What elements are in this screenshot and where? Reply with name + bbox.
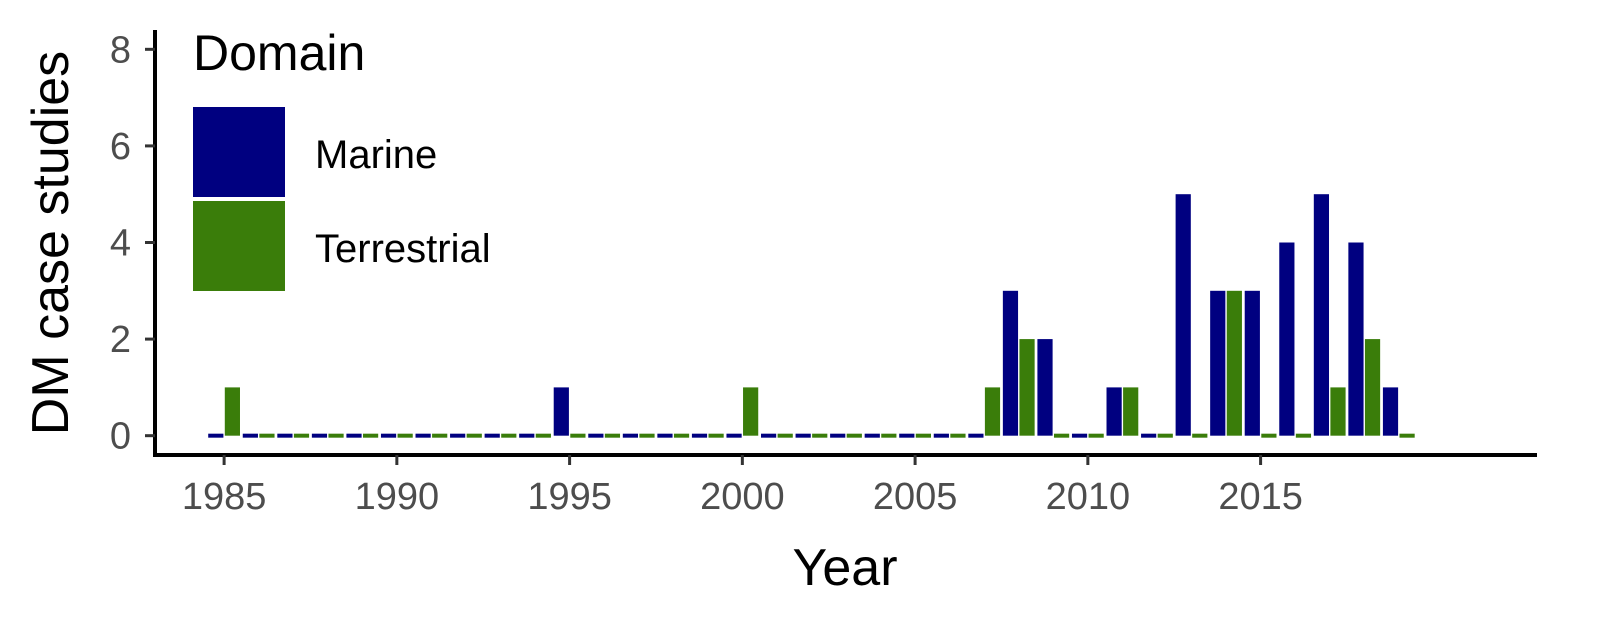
x-tick-label-1990: 1990 (355, 476, 440, 518)
bar-terrestrial-2004 (881, 433, 897, 438)
bar-terrestrial-1999 (708, 433, 724, 438)
x-tick-label-1985: 1985 (182, 476, 267, 518)
bar-marine-2000 (726, 433, 742, 438)
bar-terrestrial-1990 (397, 433, 413, 438)
x-tick-label-2015: 2015 (1218, 476, 1303, 518)
bar-marine-1993 (484, 433, 500, 438)
bar-marine-2004 (864, 433, 880, 438)
bar-terrestrial-2007 (984, 387, 1001, 436)
ticks-layer: 1985 1990 1995 2000 2005 2010 2015 0 2 4 6 8 (110, 29, 1303, 518)
bar-marine-1992 (450, 433, 466, 438)
bar-marine-2002 (795, 433, 811, 438)
bar-marine-1999 (691, 433, 708, 438)
bar-terrestrial-1985 (224, 387, 240, 436)
bar-terrestrial-1991 (432, 433, 448, 438)
bar-marine-2015 (1244, 290, 1260, 436)
y-tick-label-4: 4 (110, 223, 131, 265)
legend-label-terrestrial: Terrestrial (315, 227, 491, 271)
bar-terrestrial-2012 (1157, 433, 1173, 438)
bar-terrestrial-2019 (1399, 433, 1415, 438)
legend-key-marine (193, 107, 285, 197)
bar-terrestrial-2002 (812, 433, 828, 438)
x-tick-label-1995: 1995 (527, 476, 612, 518)
bar-marine-2013 (1175, 194, 1191, 436)
bar-marine-1998 (657, 433, 673, 438)
legend-key-terrestrial (193, 201, 285, 291)
bar-marine-2016 (1279, 242, 1295, 436)
bar-marine-2019 (1382, 387, 1399, 436)
bar-marine-2012 (1141, 433, 1157, 438)
bar-marine-2018 (1348, 242, 1364, 436)
bar-marine-2005 (899, 433, 915, 438)
bar-marine-2014 (1210, 290, 1226, 436)
bar-marine-1994 (519, 433, 535, 438)
bar-terrestrial-2014 (1226, 290, 1242, 436)
bar-marine-1986 (242, 433, 258, 438)
bar-marine-1988 (311, 433, 328, 438)
x-tick-label-2000: 2000 (700, 476, 785, 518)
bar-terrestrial-2009 (1053, 433, 1070, 438)
bar-terrestrial-1998 (673, 433, 690, 438)
bar-terrestrial-2008 (1019, 339, 1035, 436)
bar-marine-2006 (933, 433, 949, 438)
bar-marine-1985 (208, 433, 224, 438)
legend: Domain Marine Terrestrial (193, 25, 491, 291)
bar-terrestrial-2010 (1088, 433, 1104, 438)
bar-terrestrial-2006 (950, 433, 966, 438)
bar-terrestrial-2005 (915, 433, 931, 438)
bar-marine-2011 (1106, 387, 1122, 436)
bar-terrestrial-2013 (1192, 433, 1208, 438)
bar-terrestrial-2003 (846, 433, 862, 438)
bar-terrestrial-1988 (328, 433, 344, 438)
bar-marine-2010 (1071, 433, 1088, 438)
y-axis-title: DM case studies (22, 51, 80, 435)
y-tick-label-2: 2 (110, 319, 131, 361)
bar-marine-1987 (277, 433, 293, 438)
bar-terrestrial-1993 (501, 433, 517, 438)
bar-terrestrial-2001 (777, 433, 793, 438)
bar-marine-2009 (1037, 339, 1053, 436)
bar-marine-2001 (761, 433, 777, 438)
bar-marine-2003 (830, 433, 846, 438)
bar-terrestrial-2000 (743, 387, 759, 436)
legend-label-marine: Marine (315, 133, 437, 177)
bar-marine-1997 (622, 433, 639, 438)
bar-marine-2008 (1002, 290, 1019, 436)
bar-terrestrial-2015 (1261, 433, 1277, 438)
bar-terrestrial-1989 (362, 433, 379, 438)
x-tick-label-2010: 2010 (1046, 476, 1131, 518)
bar-marine-1990 (380, 433, 397, 438)
bar-terrestrial-1997 (639, 433, 655, 438)
bar-terrestrial-2016 (1295, 433, 1312, 438)
bar-terrestrial-1987 (293, 433, 310, 438)
x-tick-label-2005: 2005 (873, 476, 958, 518)
y-tick-label-0: 0 (110, 416, 131, 458)
bar-terrestrial-1994 (535, 433, 551, 438)
bar-marine-1996 (588, 433, 604, 438)
legend-title: Domain (193, 25, 365, 81)
bar-marine-1989 (346, 433, 362, 438)
bar-terrestrial-2018 (1364, 339, 1381, 436)
y-tick-label-6: 6 (110, 126, 131, 168)
bar-marine-1995 (553, 387, 569, 436)
bar-marine-1991 (415, 433, 431, 438)
bar-terrestrial-1995 (570, 433, 586, 438)
bar-terrestrial-2017 (1330, 387, 1346, 436)
bar-terrestrial-1986 (259, 433, 275, 438)
bar-terrestrial-1992 (466, 433, 482, 438)
bar-terrestrial-2011 (1123, 387, 1139, 436)
bars-layer (208, 194, 1415, 438)
bar-marine-2017 (1313, 194, 1330, 436)
x-axis-title: Year (792, 539, 897, 597)
bar-marine-2007 (968, 433, 984, 438)
y-tick-label-8: 8 (110, 29, 131, 71)
bar-terrestrial-1996 (604, 433, 621, 438)
